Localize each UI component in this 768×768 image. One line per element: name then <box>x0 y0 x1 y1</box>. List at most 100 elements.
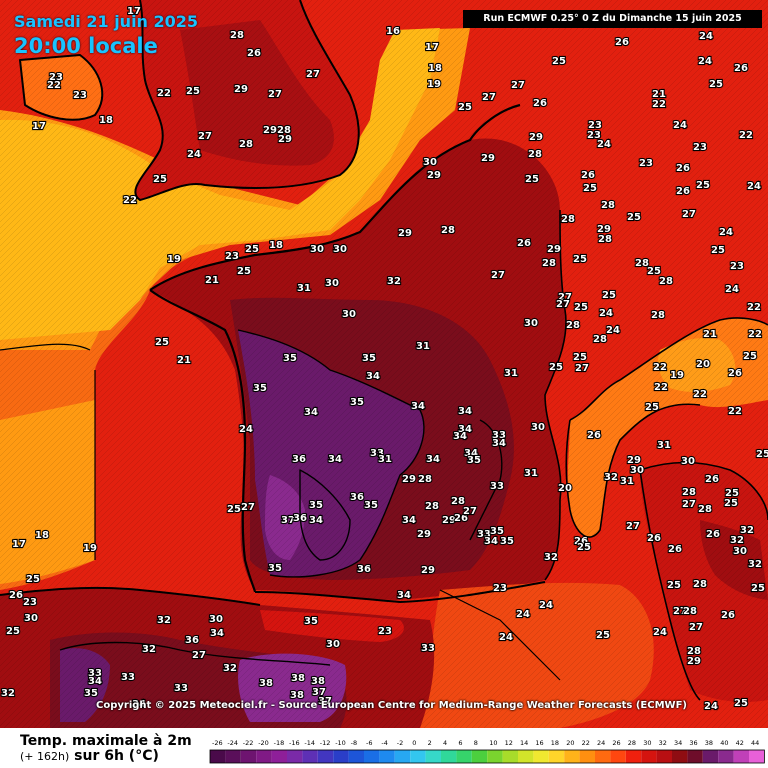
temp-label: 28 <box>687 646 701 657</box>
temp-label: 25 <box>645 402 659 413</box>
temp-label: 26 <box>587 430 601 441</box>
temp-label: 25 <box>724 498 738 509</box>
temp-label: 30 <box>310 244 324 255</box>
temp-label: 37 <box>312 687 326 698</box>
temp-label: 28 <box>682 487 696 498</box>
temp-label: 25 <box>577 542 591 553</box>
temp-label: 28 <box>277 125 291 136</box>
temp-label: 29 <box>417 529 431 540</box>
temp-label: 25 <box>549 362 563 373</box>
temp-label: 18 <box>99 115 113 126</box>
legend-swatch <box>441 750 457 763</box>
temp-label: 29 <box>627 455 641 466</box>
temp-label: 32 <box>223 663 237 674</box>
legend-tick-label: 40 <box>720 739 728 747</box>
temp-label: 30 <box>333 244 347 255</box>
legend-swatch <box>287 750 303 763</box>
legend-tick-label: 36 <box>689 739 697 747</box>
temp-label: 34 <box>210 628 224 639</box>
temp-label: 23 <box>639 158 653 169</box>
temp-label: 22 <box>739 130 753 141</box>
temp-label: 26 <box>581 170 595 181</box>
legend-tick-label: 18 <box>551 739 559 747</box>
temp-label: 30 <box>531 422 545 433</box>
temp-label: 21 <box>652 89 666 100</box>
legend-swatch <box>533 750 549 763</box>
temp-label: 32 <box>544 552 558 563</box>
temp-label: 28 <box>698 504 712 515</box>
legend-tick-label: -18 <box>274 739 285 747</box>
temp-label: 27 <box>192 650 206 661</box>
legend-tick-label: 20 <box>566 739 574 747</box>
temp-label: 28 <box>561 214 575 225</box>
temp-label: 28 <box>239 139 253 150</box>
legend-swatch <box>656 750 672 763</box>
temp-label: 28 <box>542 258 556 269</box>
temp-label: 25 <box>525 174 539 185</box>
temp-label: 22 <box>748 329 762 340</box>
temp-label: 35 <box>283 353 297 364</box>
temp-label: 30 <box>342 309 356 320</box>
temp-label: 36 <box>357 564 371 575</box>
legend-tick-label: 34 <box>674 739 682 747</box>
temp-label: 25 <box>245 244 259 255</box>
temp-label: 28 <box>441 225 455 236</box>
legend-swatch <box>641 750 657 763</box>
temp-label: 25 <box>602 290 616 301</box>
temp-label: 37 <box>318 696 332 707</box>
coastlines <box>0 0 768 701</box>
legend-tick-label: 32 <box>659 739 667 747</box>
temp-label: 34 <box>132 699 146 710</box>
temp-label: 28 <box>651 310 665 321</box>
temp-label: 34 <box>402 515 416 526</box>
temp-label: 28 <box>425 501 439 512</box>
temp-label: 25 <box>552 56 566 67</box>
legend-tick-label: -16 <box>289 739 300 747</box>
temp-label: 29 <box>687 656 701 667</box>
temp-label: 18 <box>35 530 49 541</box>
temp-label: 34 <box>426 454 440 465</box>
temp-label: 30 <box>524 318 538 329</box>
legend-tick-label: -6 <box>366 739 372 747</box>
temp-label: 25 <box>237 266 251 277</box>
temp-label: 25 <box>627 212 641 223</box>
legend-tick-label: 10 <box>489 739 497 747</box>
temp-label: 28 <box>528 149 542 160</box>
temp-label: 34 <box>88 676 102 687</box>
temp-label: 32 <box>142 644 156 655</box>
legend-tick-label: 24 <box>597 739 605 747</box>
legend-tick-label: -2 <box>397 739 403 747</box>
legend-swatch <box>348 750 364 763</box>
legend-tick-label: -14 <box>304 739 315 747</box>
temp-label: 33 <box>88 668 102 679</box>
legend-swatch <box>702 750 719 763</box>
temp-label: 26 <box>676 163 690 174</box>
legend-swatch <box>394 750 411 763</box>
temp-label: 27 <box>491 270 505 281</box>
temp-label: 27 <box>682 209 696 220</box>
temp-label: 33 <box>492 430 506 441</box>
temperature-labels: 2826161718192527272625262424262521222323… <box>0 5 768 713</box>
temp-label: 36 <box>292 454 306 465</box>
legend-tick-label: 28 <box>628 739 636 747</box>
legend-swatch <box>302 750 318 763</box>
legend-tick-label: 22 <box>582 739 590 747</box>
legend-swatch <box>271 750 287 763</box>
temp-label: 25 <box>155 337 169 348</box>
temp-label: 26 <box>705 474 719 485</box>
temp-label: 28 <box>693 579 707 590</box>
temp-label: 26 <box>454 513 468 524</box>
temp-label: 18 <box>428 63 442 74</box>
temp-label: 28 <box>451 496 465 507</box>
temp-label: 33 <box>477 529 491 540</box>
temp-label: 30 <box>630 465 644 476</box>
temp-label: 24 <box>719 227 733 238</box>
temp-label: 37 <box>281 515 295 526</box>
temp-label: 17 <box>425 42 439 53</box>
temp-label: 34 <box>309 515 323 526</box>
temp-label: 25 <box>734 698 748 709</box>
temp-label: 31 <box>657 440 671 451</box>
temp-label: 23 <box>493 583 507 594</box>
legend-swatch <box>471 750 488 763</box>
